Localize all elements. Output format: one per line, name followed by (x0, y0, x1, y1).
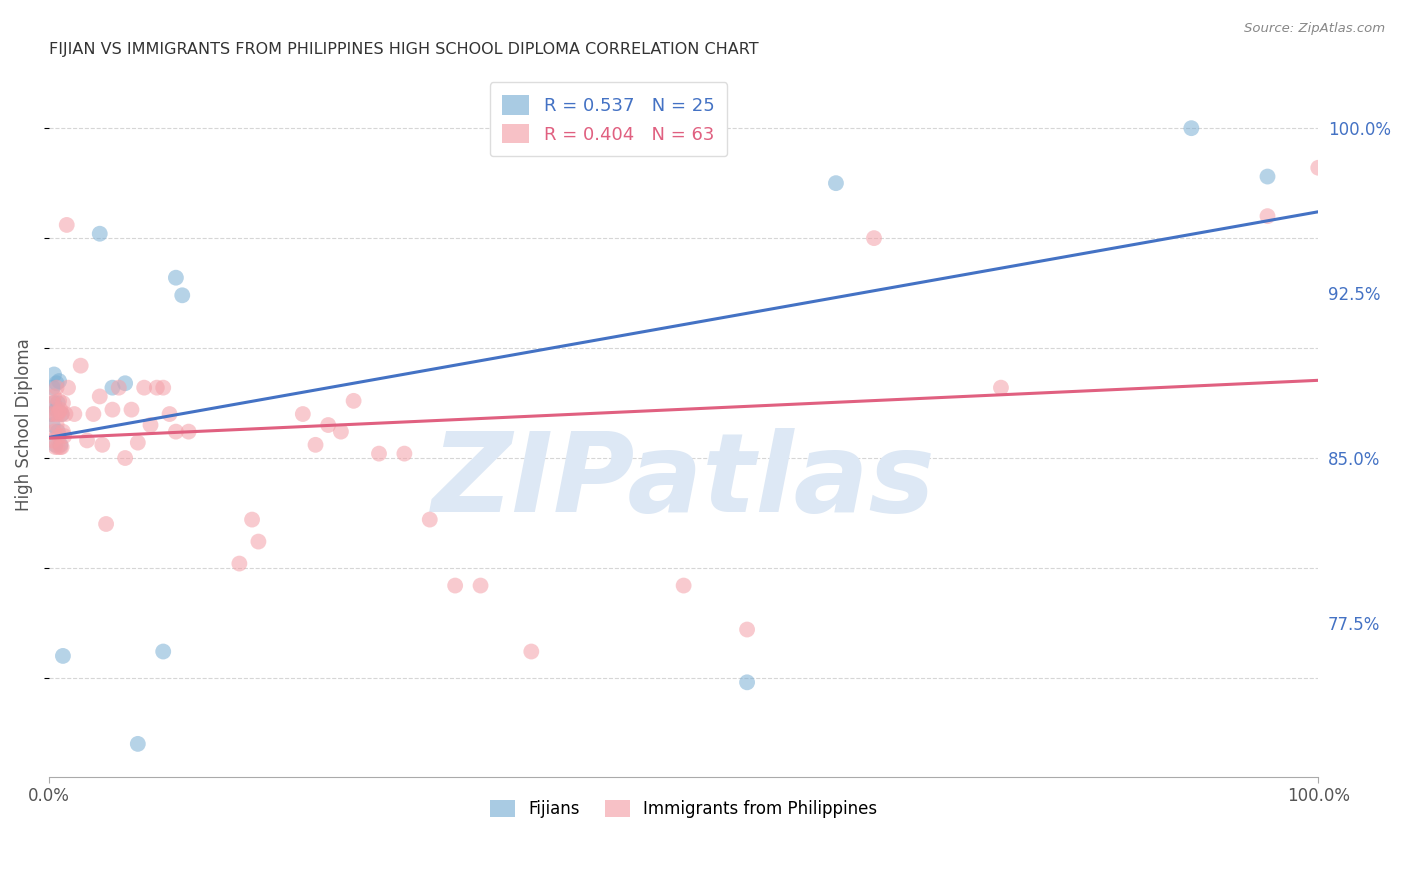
Point (152, 644, 174, 658)
Point (127, 737, 149, 751)
Point (42, 425, 65, 439)
Point (48, 374, 70, 388)
Point (55, 218, 77, 232)
Point (51, 440, 73, 454)
Point (394, 447, 416, 461)
Point (48, 405, 70, 419)
Point (444, 578, 467, 592)
Point (101, 381, 124, 395)
Point (56, 381, 79, 395)
Point (49, 402, 72, 417)
Point (69, 359, 91, 373)
Point (1308, 161, 1330, 175)
Point (44, 440, 66, 454)
Point (159, 407, 181, 421)
Point (304, 438, 326, 452)
Point (672, 578, 695, 592)
Point (48, 429, 70, 443)
Point (52, 425, 75, 439)
Point (146, 381, 169, 395)
Point (134, 381, 156, 395)
Point (53, 429, 76, 443)
Point (82, 407, 104, 421)
Legend: Fijians, Immigrants from Philippines: Fijians, Immigrants from Philippines (484, 793, 884, 825)
Point (127, 435, 149, 450)
Point (46, 396, 69, 410)
Point (1180, 121, 1202, 136)
Point (45, 417, 67, 432)
Point (42, 396, 65, 410)
Point (51, 407, 73, 421)
Point (735, 675, 758, 690)
Point (990, 381, 1012, 395)
Point (121, 402, 143, 417)
Point (825, 176, 848, 190)
Point (52, 396, 75, 410)
Point (45, 376, 67, 391)
Point (368, 447, 391, 461)
Point (114, 450, 136, 465)
Text: FIJIAN VS IMMIGRANTS FROM PHILIPPINES HIGH SCHOOL DIPLOMA CORRELATION CHART: FIJIAN VS IMMIGRANTS FROM PHILIPPINES HI… (49, 42, 759, 57)
Point (177, 425, 200, 439)
Point (1256, 209, 1278, 223)
Point (228, 557, 250, 571)
Point (91, 438, 114, 452)
Point (63, 407, 86, 421)
Point (139, 417, 162, 432)
Point (46, 407, 69, 421)
Point (240, 512, 263, 526)
Point (89, 227, 111, 241)
Point (48, 393, 70, 408)
Point (329, 425, 352, 439)
Point (107, 381, 129, 395)
Point (42, 381, 65, 395)
Point (41, 407, 63, 421)
Point (45, 381, 67, 395)
Point (55, 407, 77, 421)
Point (44, 438, 66, 452)
Point (291, 407, 314, 421)
Point (42, 368, 65, 382)
Point (316, 417, 339, 432)
Point (46, 425, 69, 439)
Point (172, 288, 194, 302)
Point (42, 417, 65, 432)
Point (1256, 169, 1278, 184)
Point (41, 407, 63, 421)
Point (49, 440, 72, 454)
Point (863, 231, 886, 245)
Point (51, 407, 73, 421)
Point (76, 434, 98, 448)
Point (94, 516, 117, 531)
Y-axis label: High School Diploma: High School Diploma (15, 339, 32, 511)
Point (89, 389, 111, 403)
Point (49, 438, 72, 452)
Point (470, 578, 492, 592)
Point (114, 376, 136, 391)
Point (520, 644, 543, 658)
Point (419, 512, 441, 526)
Point (152, 381, 174, 395)
Point (165, 270, 187, 285)
Text: Source: ZipAtlas.com: Source: ZipAtlas.com (1244, 22, 1385, 36)
Point (735, 623, 758, 637)
Point (45, 402, 67, 417)
Point (101, 402, 124, 417)
Point (52, 648, 75, 663)
Point (342, 393, 364, 408)
Point (165, 425, 187, 439)
Point (46, 440, 69, 454)
Point (42, 389, 65, 403)
Point (42, 396, 65, 410)
Point (247, 534, 270, 549)
Point (42, 434, 65, 448)
Text: ZIPatlas: ZIPatlas (432, 428, 935, 535)
Point (44, 407, 66, 421)
